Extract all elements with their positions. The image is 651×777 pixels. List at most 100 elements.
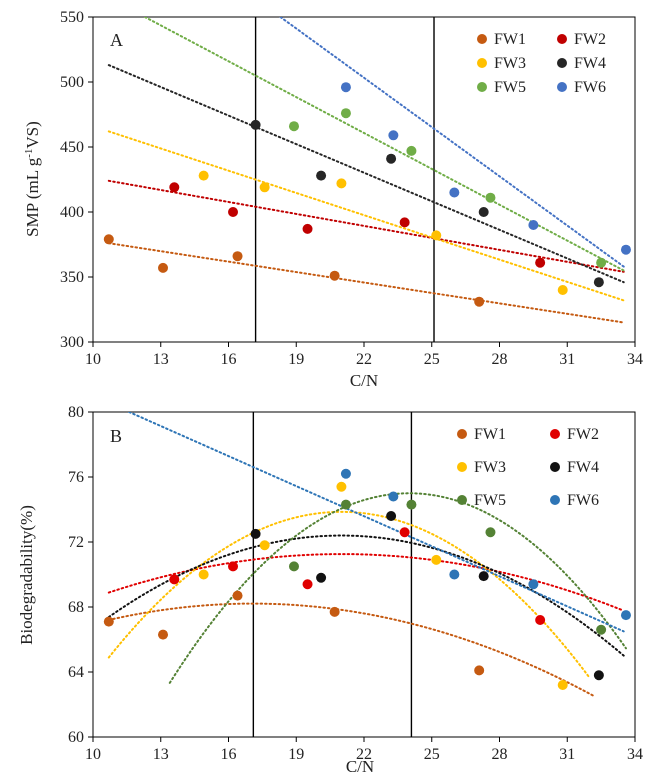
panel-b-legend-label-fw4: FW4 [567, 459, 599, 476]
panel-b-legend-label-fw6: FW6 [567, 492, 599, 509]
panel-b-point-fw6 [620, 610, 631, 621]
panel-b: B C/N Biodegradability(%) 10 13 16 19 22 25 28… [17, 404, 643, 776]
panel-a-point-fw3 [336, 178, 347, 189]
panel-a-y-tick-label: 350 [60, 269, 84, 286]
panel-b-point-fw3 [259, 540, 270, 551]
panel-a-letter: A [110, 30, 123, 50]
panel-a-data-points [103, 82, 631, 307]
panel-a-point-fw4 [478, 207, 489, 217]
panel-a-point-fw2 [228, 207, 239, 217]
panel-a-point-fw6 [449, 187, 460, 198]
panel-b-point-fw1 [158, 629, 169, 640]
panel-a-point-fw5 [288, 121, 299, 132]
panel-a-trendline-fw2 [107, 179, 625, 273]
panel-a-point-fw3 [431, 230, 442, 241]
panel-b-trendline-fw4 [107, 534, 625, 657]
panel-a-y-tick-label: 400 [60, 204, 84, 221]
panel-b-point-fw6 [340, 468, 351, 479]
panel-b-trendlines [107, 412, 627, 698]
panel-a-y-axis-title-superscript: -1 [23, 149, 35, 158]
panel-a-x-axis-title: C/N [350, 371, 378, 390]
panel-b-legend: FW1 FW2 FW3 FW4 FW5 FW6 [457, 426, 599, 509]
panel-a-point-fw1 [474, 296, 485, 307]
panel-a-point-fw3 [198, 170, 209, 181]
panel-a-x-ticks: 10 13 16 19 22 25 28 31 34 [85, 342, 643, 368]
panel-b-point-fw3 [431, 554, 442, 565]
panel-b-point-fw4 [478, 571, 489, 582]
panel-a-point-fw5 [340, 108, 351, 119]
panel-b-plot-area [92, 411, 636, 738]
panel-a-y-axis-title-main: SMP (mL g [23, 157, 42, 237]
panel-b-legend-label-fw5: FW5 [474, 492, 506, 509]
panel-a: A C/N SMP (mL g-1VS) 10 13 16 19 22 25 28 31 34 … [23, 9, 643, 390]
panel-b-point-fw1 [232, 590, 243, 601]
panel-a-point-fw4 [250, 119, 261, 130]
panel-b-x-tick-label: 31 [559, 746, 575, 763]
panel-a-point-fw6 [388, 130, 399, 141]
panel-a-x-tick-label: 25 [424, 351, 440, 368]
panel-a-plot-area [92, 16, 636, 343]
panel-a-point-fw2 [399, 217, 410, 228]
panel-b-point-fw4 [386, 511, 397, 521]
panel-b-x-tick-label: 22 [356, 746, 372, 763]
panel-a-x-tick-label: 16 [221, 351, 237, 368]
panel-a-point-fw5 [406, 145, 417, 156]
panel-b-x-ticks: 10 13 16 19 22 25 28 31 34 [85, 737, 643, 763]
panel-b-point-fw1 [474, 665, 485, 676]
panel-b-y-tick-label: 60 [68, 729, 84, 746]
panel-a-legend-marker-fw1 [477, 34, 487, 44]
panel-a-legend-marker-fw5 [477, 82, 487, 92]
panel-b-trendline-fw1 [107, 602, 596, 698]
panel-a-legend-label-fw4: FW4 [574, 55, 606, 72]
panel-b-data-points [103, 468, 631, 690]
panel-b-point-fw3 [557, 680, 568, 690]
panel-a-x-tick-label: 28 [492, 351, 508, 368]
panel-a-point-fw5 [485, 192, 496, 203]
panel-b-legend-label-fw1: FW1 [474, 426, 506, 443]
panel-b-x-tick-label: 19 [288, 746, 304, 763]
panel-b-letter: B [110, 426, 122, 446]
panel-b-point-fw5 [406, 499, 417, 510]
panel-b-legend-marker-fw5 [457, 495, 467, 505]
panel-a-legend-marker-fw4 [557, 58, 567, 68]
panel-b-x-axis-title: C/N [346, 757, 374, 776]
panel-b-point-fw2 [535, 615, 546, 625]
panel-b-trendline-fw3 [107, 510, 591, 680]
panel-a-point-fw4 [316, 170, 327, 181]
panel-b-y-ticks: 60 64 68 72 76 80 [68, 404, 93, 746]
panel-b-point-fw2 [399, 527, 410, 538]
panel-a-point-fw2 [535, 257, 546, 268]
panel-a-point-fw3 [259, 182, 270, 193]
panel-b-y-tick-label: 80 [68, 404, 84, 421]
panel-a-x-tick-label: 10 [85, 351, 101, 368]
panel-a-trendline-fw1 [107, 242, 625, 324]
panel-b-x-tick-label: 10 [85, 746, 101, 763]
panel-b-point-fw4 [316, 572, 327, 583]
panel-a-point-fw4 [386, 153, 397, 164]
panel-a-legend-marker-fw3 [477, 58, 487, 68]
panel-b-point-fw1 [103, 616, 114, 627]
panel-a-x-tick-label: 31 [559, 351, 575, 368]
panel-b-y-tick-label: 76 [68, 469, 84, 486]
panel-b-point-fw6 [388, 491, 399, 502]
panel-b-legend-marker-fw1 [457, 429, 467, 439]
panel-b-trendline-fw5 [168, 492, 627, 684]
panel-b-x-tick-label: 28 [492, 746, 508, 763]
panel-a-x-tick-label: 19 [288, 351, 304, 368]
panel-a-y-axis-title-unit: VS) [23, 121, 42, 148]
panel-b-point-fw2 [302, 579, 313, 590]
panel-a-x-tick-label: 34 [627, 351, 643, 368]
panel-b-y-axis-title: Biodegradability(%) [17, 505, 36, 645]
panel-a-y-tick-label: 550 [60, 9, 84, 26]
panel-b-x-tick-label: 13 [153, 746, 169, 763]
panel-a-legend-label-fw1: FW1 [494, 31, 526, 48]
panel-a-point-fw3 [557, 285, 568, 295]
panel-a-point-fw6 [528, 220, 539, 230]
panel-b-point-fw5 [485, 527, 496, 538]
panel-b-trendline-fw2 [107, 553, 625, 612]
panel-b-point-fw2 [228, 561, 239, 572]
panel-a-point-fw4 [593, 277, 604, 288]
panel-a-point-fw5 [596, 257, 607, 268]
panel-b-x-tick-label: 25 [424, 746, 440, 763]
panel-a-legend-label-fw3: FW3 [494, 55, 526, 72]
